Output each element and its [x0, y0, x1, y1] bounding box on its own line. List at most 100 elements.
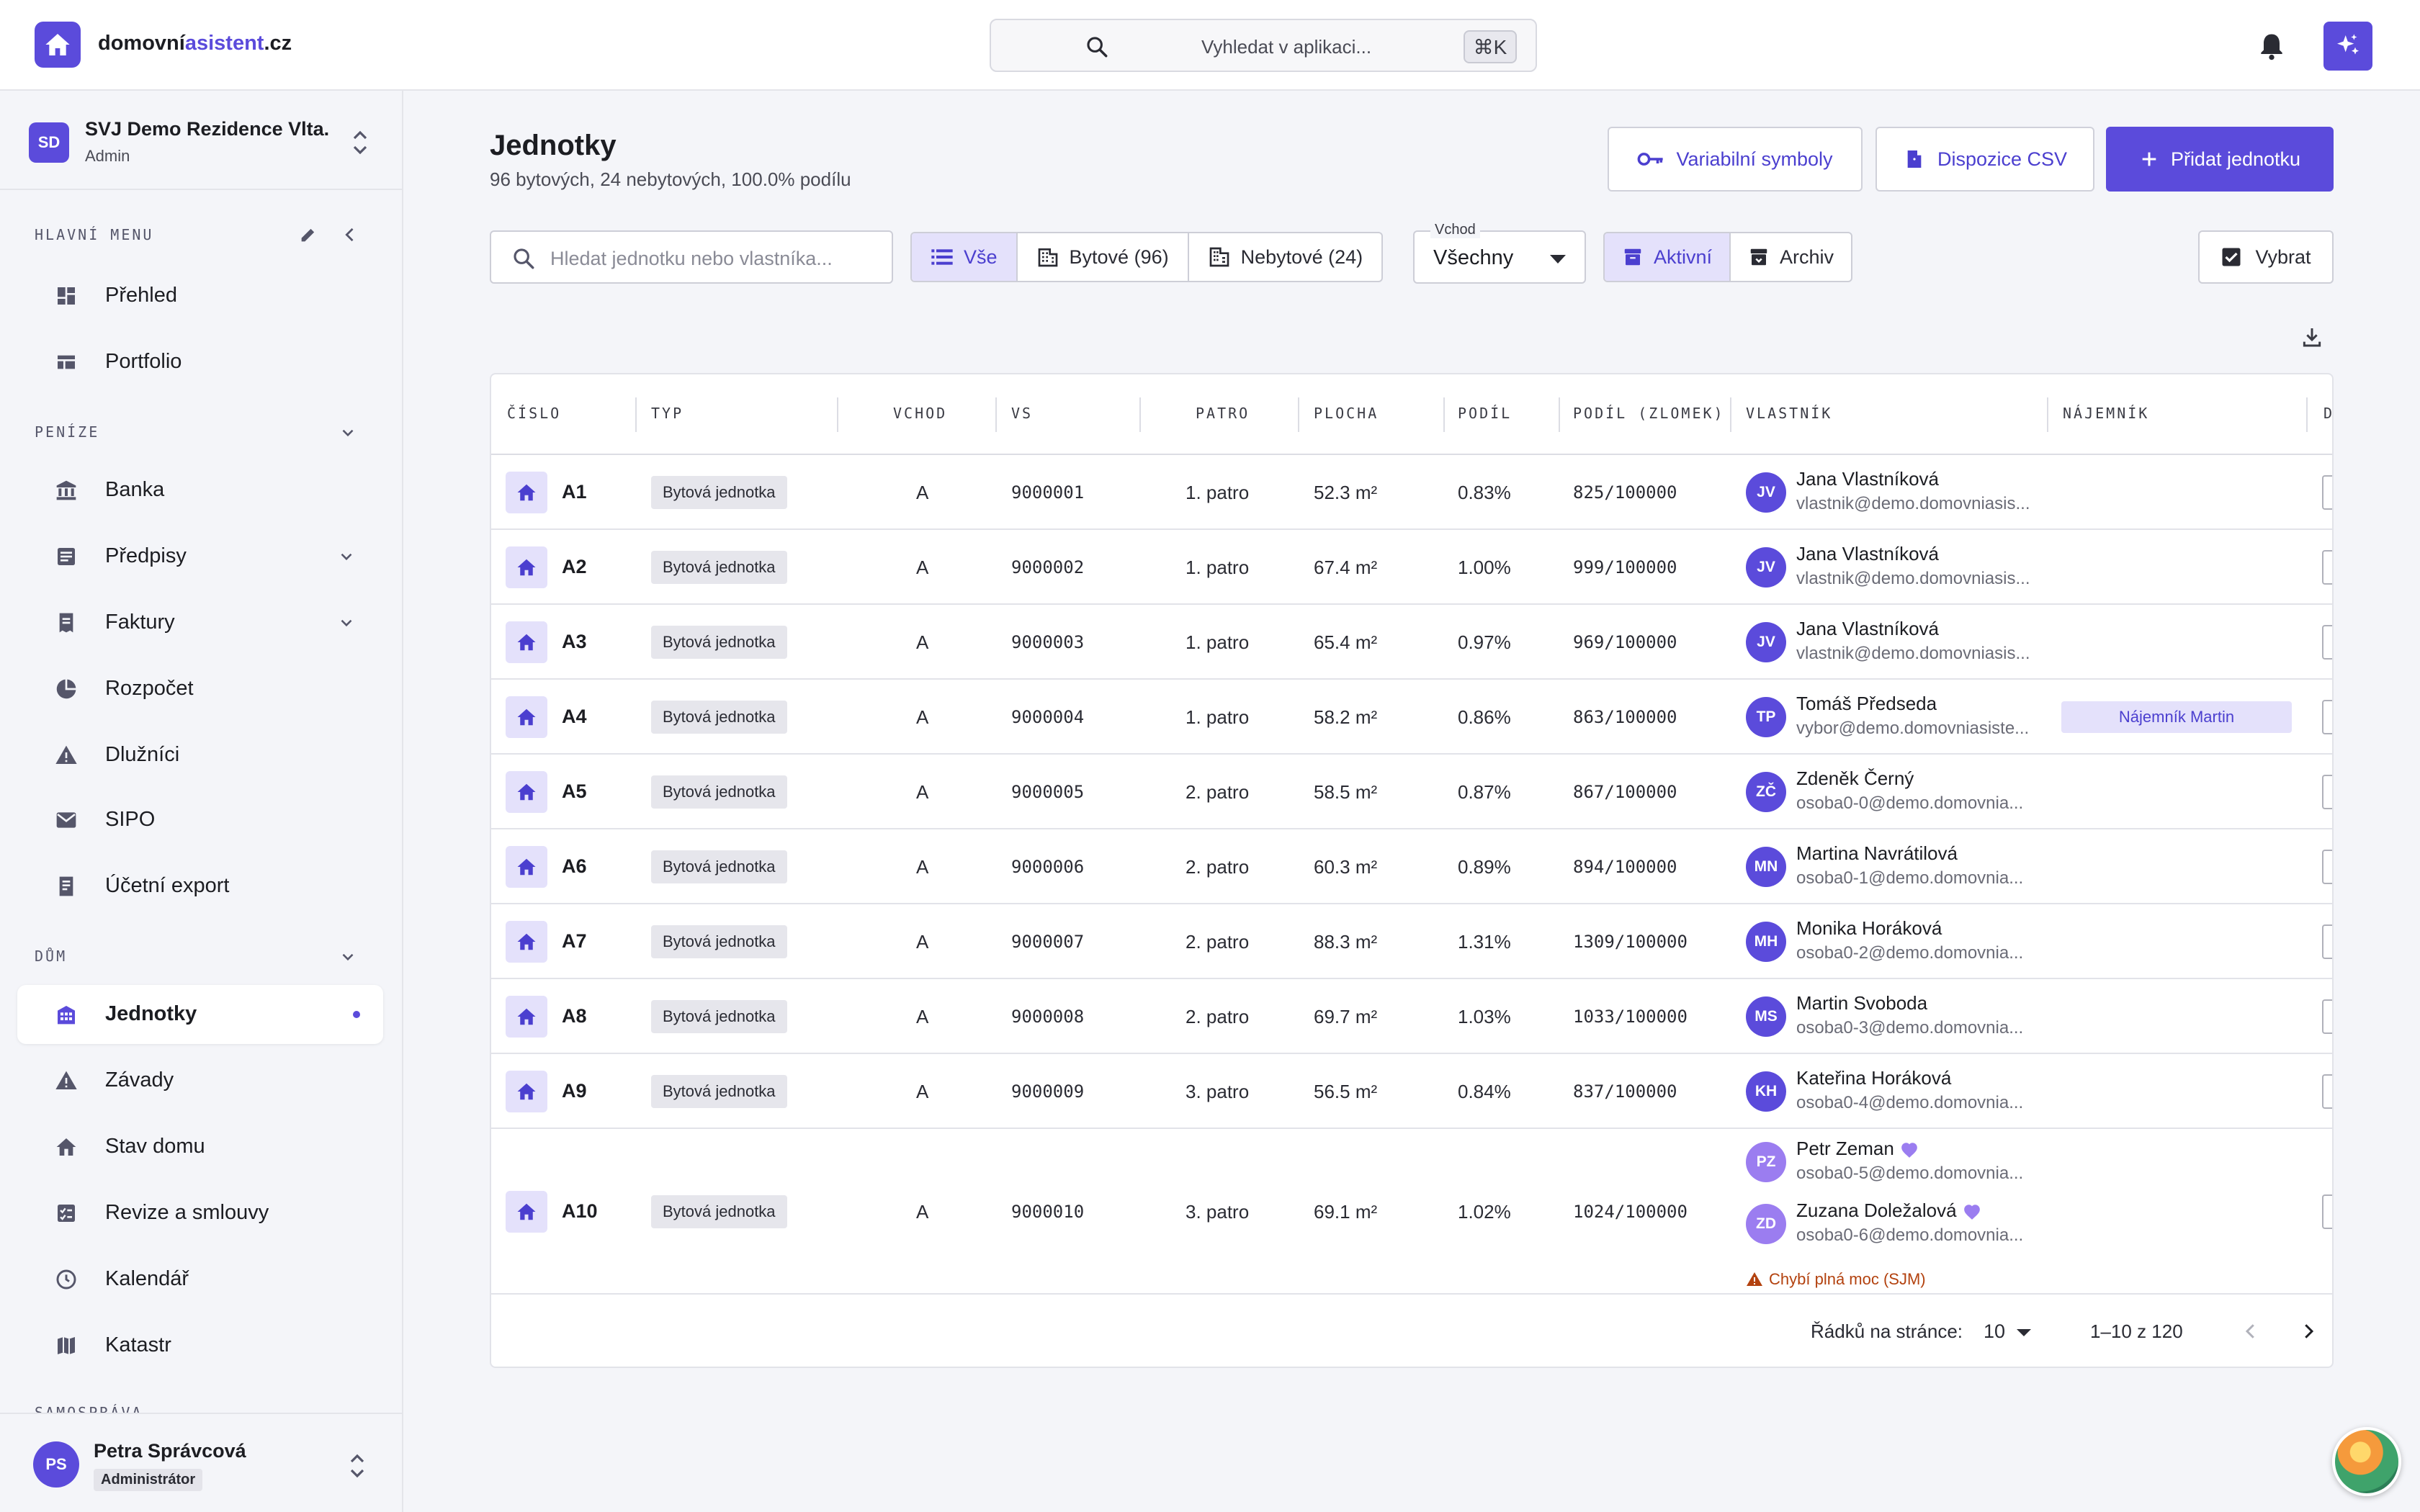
unit-number[interactable]: A6: [562, 855, 587, 877]
select-rows-button[interactable]: Vybrat: [2198, 230, 2334, 284]
owner-name[interactable]: Kateřina Horáková: [1796, 1067, 1952, 1089]
help-avatar[interactable]: [2332, 1427, 2401, 1496]
next-page-icon[interactable]: [2298, 1320, 2319, 1342]
row-action-button[interactable]: [2322, 700, 2332, 734]
table-row[interactable]: A3 Bytová jednotka A 9000003 1. patro 65.4 m²…: [491, 605, 2332, 680]
filter-residential[interactable]: Bytové (96): [1018, 233, 1189, 281]
owner-name[interactable]: Jana Vlastníková: [1796, 618, 1940, 639]
column-header-vchod[interactable]: VCHOD: [893, 405, 948, 422]
edit-menu-icon[interactable]: [298, 225, 318, 245]
row-action-button[interactable]: [2322, 1194, 2332, 1229]
unit-number[interactable]: A3: [562, 631, 587, 652]
owner-name[interactable]: Zuzana Doležalová: [1796, 1200, 1981, 1222]
row-action-button[interactable]: [2322, 850, 2332, 884]
column-header-cislo[interactable]: ČÍSLO: [507, 405, 562, 422]
table-row[interactable]: A7 Bytová jednotka A 9000007 2. patro 88.3 m²…: [491, 904, 2332, 979]
row-action-button[interactable]: [2322, 1074, 2332, 1109]
filter-all[interactable]: Vše: [912, 233, 1018, 281]
row-action-button[interactable]: [2322, 924, 2332, 959]
sidebar-item-zavady[interactable]: Závady: [17, 1051, 383, 1110]
table-row[interactable]: A1 Bytová jednotka A 9000001 1. patro 52.3 m²…: [491, 455, 2332, 530]
home-logo-icon[interactable]: [35, 22, 81, 68]
row-action-button[interactable]: [2322, 475, 2332, 510]
app-search-box[interactable]: Vyhledat v aplikaci... ⌘K: [990, 19, 1537, 72]
table-row[interactable]: A5 Bytová jednotka A 9000005 2. patro 58.5 m²…: [491, 755, 2332, 829]
sidebar-item-prehled[interactable]: Přehled: [17, 266, 383, 325]
bell-icon[interactable]: [2256, 30, 2287, 62]
sidebar-item-stav-domu[interactable]: Stav domu: [17, 1117, 383, 1176]
sidebar-item-sipo[interactable]: SIPO: [17, 791, 383, 850]
sidebar-item-predpisy[interactable]: Předpisy: [17, 527, 383, 586]
column-header-patro[interactable]: PATRO: [1196, 405, 1250, 422]
unit-share: 0.87%: [1458, 781, 1511, 803]
column-header-typ[interactable]: TYP: [651, 405, 684, 422]
variable-symbols-button[interactable]: Variabilní symboly: [1608, 127, 1863, 192]
column-header-plocha[interactable]: PLOCHA: [1314, 405, 1379, 422]
unit-area: 56.5 m²: [1314, 1081, 1378, 1102]
unit-search-input[interactable]: Hledat jednotku nebo vlastníka...: [490, 230, 893, 284]
filter-nonresidential[interactable]: Nebytové (24): [1189, 233, 1382, 281]
owner-name[interactable]: Martin Svoboda: [1796, 992, 1928, 1014]
column-header-najemnik[interactable]: NÁJEMNÍK: [2063, 405, 2150, 422]
download-icon[interactable]: [2300, 325, 2323, 348]
sidebar-item-revize[interactable]: Revize a smlouvy: [17, 1184, 383, 1243]
table-row[interactable]: A6 Bytová jednotka A 9000006 2. patro 60.3 m²…: [491, 829, 2332, 904]
row-action-button[interactable]: [2322, 625, 2332, 660]
unit-number[interactable]: A1: [562, 481, 587, 503]
app-logo-text[interactable]: domovníasistent.cz: [98, 32, 292, 55]
user-menu[interactable]: PS Petra Správcová Administrátor: [0, 1413, 402, 1512]
sidebar-item-portfolio[interactable]: Portfolio: [17, 333, 383, 392]
collapse-sidebar-icon[interactable]: [340, 225, 360, 245]
unit-number[interactable]: A7: [562, 930, 587, 952]
unit-number[interactable]: A4: [562, 706, 587, 727]
column-header-vlastnik[interactable]: VLASTNÍK: [1746, 405, 1833, 422]
unit-number[interactable]: A10: [562, 1200, 598, 1222]
table-row[interactable]: A9 Bytová jednotka A 9000009 3. patro 56.5 m²…: [491, 1054, 2332, 1129]
previous-page-icon[interactable]: [2240, 1320, 2262, 1342]
sidebar-item-jednotky[interactable]: Jednotky: [17, 985, 383, 1044]
table-row[interactable]: A4 Bytová jednotka A 9000004 1. patro 58.2 m²…: [491, 680, 2332, 755]
tenant-chip[interactable]: Nájemník Martin: [2061, 701, 2292, 733]
table-row[interactable]: A10 Bytová jednotka A 9000010 3. patro 69.1 m…: [491, 1129, 2332, 1295]
filter-archive[interactable]: Archiv: [1731, 233, 1851, 281]
owner-name[interactable]: Zdeněk Černý: [1796, 768, 1914, 789]
caret-down-icon[interactable]: [2017, 1329, 2031, 1336]
column-header-d[interactable]: D: [2323, 405, 2334, 422]
sidebar-item-kalendar[interactable]: Kalendář: [17, 1250, 383, 1309]
chevron-down-icon[interactable]: [339, 948, 357, 966]
entrance-select[interactable]: Vchod Všechny: [1413, 222, 1586, 284]
disposition-csv-button[interactable]: Dispozice CSV: [1876, 127, 2094, 192]
column-header-podil-zlomek[interactable]: PODÍL (ZLOMEK): [1573, 405, 1725, 422]
sidebar-item-faktury[interactable]: Faktury: [17, 593, 383, 652]
ai-assistant-button[interactable]: [2323, 22, 2372, 71]
owner-name[interactable]: Tomáš Předseda: [1796, 693, 1937, 714]
unit-entrance: A: [916, 1006, 929, 1027]
unit-number[interactable]: A9: [562, 1080, 587, 1102]
unit-number[interactable]: A5: [562, 780, 587, 802]
row-action-button[interactable]: [2322, 999, 2332, 1034]
sidebar-item-ucetni-export[interactable]: Účetní export: [17, 857, 383, 916]
sidebar-item-dluznici[interactable]: Dlužníci: [17, 726, 383, 785]
row-action-button[interactable]: [2322, 775, 2332, 809]
row-action-button[interactable]: [2322, 550, 2332, 585]
sidebar-item-banka[interactable]: Banka: [17, 461, 383, 520]
organization-switcher[interactable]: SD SVJ Demo Rezidence Vlta... Admin: [0, 91, 402, 190]
filter-active[interactable]: Aktivní: [1605, 233, 1731, 281]
unit-number[interactable]: A2: [562, 556, 587, 577]
unit-number[interactable]: A8: [562, 1005, 587, 1027]
sidebar-item-rozpocet[interactable]: Rozpočet: [17, 660, 383, 719]
chevron-down-icon[interactable]: [339, 423, 357, 442]
table-row[interactable]: A2 Bytová jednotka A 9000002 1. patro 67.4 m²…: [491, 530, 2332, 605]
rows-per-page-select[interactable]: 10: [1984, 1320, 2006, 1342]
table-row[interactable]: A8 Bytová jednotka A 9000008 2. patro 69.7 m²…: [491, 979, 2332, 1054]
add-unit-button[interactable]: Přidat jednotku: [2106, 127, 2334, 192]
owner-name[interactable]: Martina Navrátilová: [1796, 842, 1958, 864]
owner-name[interactable]: Monika Horáková: [1796, 917, 1942, 939]
house-icon: [55, 1135, 78, 1158]
column-header-vs[interactable]: VS: [1011, 405, 1034, 422]
owner-name[interactable]: Petr Zeman: [1796, 1138, 1919, 1160]
column-header-podil[interactable]: PODÍL: [1458, 405, 1512, 422]
sidebar-item-katastr[interactable]: Katastr: [17, 1316, 383, 1375]
owner-name[interactable]: Jana Vlastníková: [1796, 543, 1940, 564]
owner-name[interactable]: Jana Vlastníková: [1796, 468, 1940, 490]
